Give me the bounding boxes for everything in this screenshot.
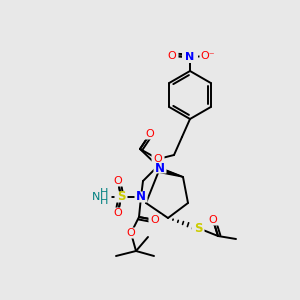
Text: S: S (117, 190, 125, 203)
FancyBboxPatch shape (115, 191, 128, 203)
FancyBboxPatch shape (134, 191, 148, 203)
Text: O⁻: O⁻ (201, 51, 215, 61)
FancyBboxPatch shape (91, 191, 112, 203)
Text: N: N (185, 52, 195, 62)
Text: S: S (194, 221, 202, 235)
Text: N: N (92, 192, 100, 202)
FancyBboxPatch shape (143, 128, 157, 140)
Text: O: O (208, 215, 217, 225)
FancyBboxPatch shape (152, 154, 164, 164)
FancyBboxPatch shape (200, 50, 217, 62)
Text: H: H (100, 188, 108, 198)
FancyBboxPatch shape (148, 214, 161, 226)
Text: O: O (114, 208, 122, 218)
FancyBboxPatch shape (112, 176, 124, 187)
FancyBboxPatch shape (182, 51, 198, 63)
FancyBboxPatch shape (166, 50, 178, 62)
FancyBboxPatch shape (191, 223, 205, 233)
Text: O: O (154, 154, 162, 164)
Text: N: N (155, 161, 165, 175)
FancyBboxPatch shape (206, 214, 220, 226)
FancyBboxPatch shape (112, 208, 124, 218)
Text: O: O (146, 129, 154, 139)
Text: O: O (127, 228, 135, 238)
Polygon shape (154, 167, 183, 177)
Text: O: O (168, 51, 176, 61)
Text: H: H (100, 196, 108, 206)
Text: N: N (136, 190, 146, 203)
FancyBboxPatch shape (154, 163, 166, 173)
Text: O: O (151, 215, 159, 225)
FancyBboxPatch shape (124, 227, 137, 239)
Text: O: O (114, 176, 122, 186)
